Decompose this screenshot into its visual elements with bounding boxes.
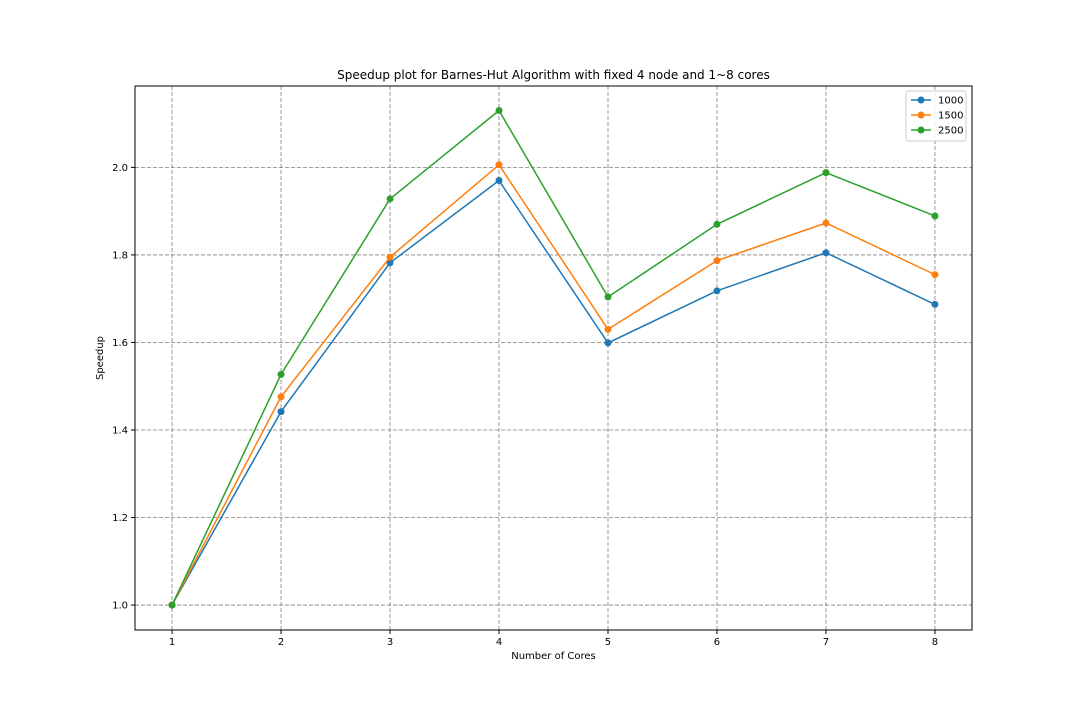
data-point — [931, 212, 939, 220]
y-tick-label: 2.0 — [112, 163, 128, 174]
data-point — [386, 259, 394, 267]
data-point — [713, 257, 721, 265]
legend-label: 1000 — [938, 96, 963, 107]
x-tick-label: 7 — [823, 637, 829, 648]
series-line — [171, 109, 936, 606]
y-tick-label: 1.8 — [112, 250, 128, 261]
data-point — [277, 393, 285, 401]
data-point — [822, 169, 830, 177]
data-point — [386, 253, 394, 261]
data-point — [495, 177, 503, 185]
legend-item: 1500 — [911, 111, 963, 122]
legend-marker — [917, 126, 925, 134]
data-point — [277, 408, 285, 416]
data-point — [822, 219, 830, 227]
series-line — [171, 179, 936, 606]
data-point — [386, 195, 394, 203]
legend-marker — [917, 96, 925, 104]
series-line — [171, 164, 936, 606]
x-tick-label: 4 — [496, 637, 502, 648]
legend-item: 2500 — [911, 126, 963, 137]
legend-label: 2500 — [938, 126, 963, 137]
x-axis-label: Number of Cores — [511, 651, 596, 662]
x-tick-label: 2 — [278, 637, 284, 648]
y-tick-label: 1.4 — [112, 425, 128, 436]
data-point — [495, 161, 503, 169]
data-point — [168, 601, 176, 609]
y-tick-label: 1.2 — [112, 513, 128, 524]
data-point — [495, 107, 503, 115]
data-point — [931, 271, 939, 279]
x-tick-label: 8 — [932, 637, 938, 648]
legend-marker — [917, 111, 925, 119]
series-2500 — [168, 107, 939, 609]
y-tick-label: 1.6 — [112, 338, 128, 349]
x-tick-label: 1 — [169, 637, 175, 648]
series-1000 — [168, 177, 939, 609]
grid — [135, 86, 972, 630]
chart-title: Speedup plot for Barnes-Hut Algorithm wi… — [337, 68, 770, 82]
data-point — [604, 293, 612, 301]
legend: 1000 1500 2500 — [905, 90, 967, 142]
y-tick-label: 1.0 — [112, 601, 128, 612]
legend-label: 1500 — [938, 111, 963, 122]
data-point — [604, 339, 612, 347]
axis-ticks: 1 2 3 4 5 6 7 8 1.0 1.2 1.4 1.6 1.8 2.0 — [112, 163, 938, 648]
data-point — [604, 325, 612, 333]
x-tick-label: 3 — [387, 637, 393, 648]
x-tick-label: 5 — [605, 637, 611, 648]
data-point — [713, 287, 721, 295]
x-tick-label: 6 — [714, 637, 720, 648]
data-point — [277, 370, 285, 378]
y-axis-label: Speedup — [95, 336, 106, 380]
data-point — [713, 220, 721, 228]
plot-area — [134, 85, 973, 631]
legend-item: 1000 — [911, 96, 963, 107]
data-point — [931, 300, 939, 308]
series-group — [168, 107, 939, 609]
data-point — [822, 249, 830, 257]
